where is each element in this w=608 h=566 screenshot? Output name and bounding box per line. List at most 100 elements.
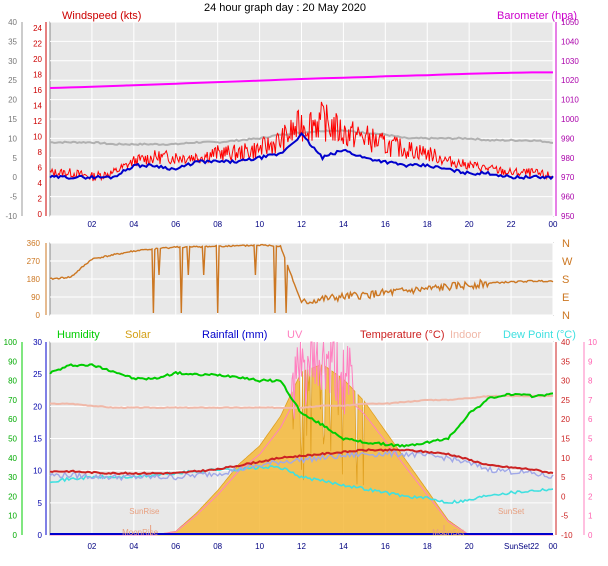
panel3-temp-tick-label: -5 (561, 512, 569, 521)
panel3-humidity-tick-label: 100 (4, 338, 18, 347)
panel1-red-tick-label: 0 (38, 210, 43, 219)
panel3-rain-ticks: 0 5 10 15 20 25 30 (33, 338, 42, 540)
panel1-left-tick-label: -10 (5, 212, 17, 221)
panel3-legend-item: Temperature (°C) (360, 329, 444, 341)
panel3-humidity-tick-label: 80 (8, 377, 17, 386)
panel3-x-ticks: 02 04 06 08 10 12 14 16 18 20 00 (87, 542, 558, 551)
panel3-legend: Humidity Solar Rainfall (mm) UV Temperature … (57, 329, 576, 341)
panel2-left-tick-label: 90 (31, 293, 40, 302)
page-title: 24 hour graph day : 20 May 2020 (204, 2, 366, 14)
panel1-left-tick-label: 15 (8, 115, 17, 124)
panel1-red-tick-label: 24 (33, 24, 42, 33)
panel1-x-tick-label: 14 (339, 220, 348, 229)
panel3-humidity-tick-label: 30 (8, 473, 17, 482)
panel3-rain-tick-label: 0 (38, 531, 43, 540)
panel3-temp-tick-label: 30 (561, 377, 570, 386)
panel3-rain-tick-label: 15 (33, 435, 42, 444)
panel3-uv-tick-label: 1 (588, 512, 593, 521)
panel3-temp-tick-label: 20 (561, 415, 570, 424)
panel3-x-tick-label: 18 (423, 542, 432, 551)
panel3-uv-ticks: 0 1 2 3 4 5 6 7 8 9 10 (588, 338, 597, 540)
panel3-temp-ticks: -10 -5 0 5 10 15 20 25 30 35 40 (561, 338, 573, 540)
panel3-legend-item: Dew Point (°C) (503, 329, 576, 341)
panel1-right-tick-label: 990 (561, 134, 575, 143)
panel2-series (49, 243, 554, 314)
panel3-humidity-tick-label: 70 (8, 396, 17, 405)
panel1-red-tick-label: 2 (38, 195, 43, 204)
panel3-temp-tick-label: 10 (561, 454, 570, 463)
panel1-left-tick-label: 0 (13, 173, 18, 182)
panel3-x-tick-label: 20 (465, 542, 474, 551)
panel1-red-tick-label: 16 (33, 86, 42, 95)
wind-direction-line (49, 243, 554, 314)
panel1-right-tick-label: 1000 (561, 115, 579, 124)
panel2-compass-label: S (562, 274, 569, 286)
panel1-red-tick-label: 6 (38, 164, 43, 173)
panel3-rain-tick-label: 25 (33, 370, 42, 379)
panel3-humidity-tick-label: 0 (13, 531, 18, 540)
panel3-x-tick-label: 10 (255, 542, 264, 551)
panel3-x-tick-label: 16 (381, 542, 390, 551)
panel1-red-tick-label: 20 (33, 55, 42, 64)
panel3-x-tick-label: 00 (549, 542, 558, 551)
panel3-legend-item: Rainfall (mm) (202, 329, 267, 341)
panel1-left-tick-label: 30 (8, 57, 17, 66)
panel1-x-tick-label: 06 (171, 220, 180, 229)
panel1-x-tick-label: 22 (507, 220, 516, 229)
panel1-x-ticks: 02 04 06 08 10 12 14 16 18 20 22 00 (87, 220, 558, 229)
panel1-x-tick-label: 18 (423, 220, 432, 229)
panel3-legend-item: UV (287, 329, 303, 341)
panel3-x-tick-label: 06 (171, 542, 180, 551)
panel3-x-tick-label: 08 (213, 542, 222, 551)
panel1-x-tick-label: 10 (255, 220, 264, 229)
panel2-left-ticks: 0 90 180 270 360 (27, 239, 41, 320)
panel3-legend-item: Humidity (57, 329, 100, 341)
panel1-left-tick-label: 40 (8, 18, 17, 27)
panel1-left-tick-label: 35 (8, 37, 17, 46)
panel1-left-tick-label: -5 (10, 193, 18, 202)
panel1-series (49, 71, 554, 182)
humidity-line (49, 363, 554, 448)
panel2-left-tick-label: 360 (27, 239, 41, 248)
panel2-left-tick-label: 0 (36, 311, 41, 320)
panel1-right-tick-label: 1010 (561, 96, 579, 105)
panel2-compass-label: E (562, 292, 569, 304)
windspeed-gust-line (49, 101, 554, 182)
panel3-temp-tick-label: 40 (561, 338, 570, 347)
panel3-uv-tick-label: 4 (588, 454, 593, 463)
panel3-uv-tick-label: 6 (588, 415, 593, 424)
panel3-legend-item: Solar (125, 329, 151, 341)
panel3-temp-tick-label: 5 (561, 473, 566, 482)
panel1-x-tick-label: 00 (549, 220, 558, 229)
panel2-left-tick-label: 270 (27, 257, 41, 266)
panel1-red-tick-label: 10 (33, 133, 42, 142)
panel1-left-ticks: -10 -5 0 5 10 15 20 25 30 35 40 (5, 18, 17, 221)
panel2-left-tick-label: 180 (27, 275, 41, 284)
panel1-right-tick-label: 950 (561, 212, 575, 221)
barometer-axis-label: Barometer (hpa) (497, 10, 577, 22)
panel3-uv-tick-label: 5 (588, 435, 593, 444)
panel1-right-tick-label: 960 (561, 193, 575, 202)
panel3-humidity-ticks: 0 10 20 30 40 50 60 70 80 90 100 (4, 338, 18, 540)
panel3-annotation: SunRise (129, 507, 160, 516)
panel3-uv-tick-label: 3 (588, 473, 593, 482)
panel2-grid (50, 242, 554, 316)
windspeed-axis-label: Windspeed (kts) (62, 10, 141, 22)
panel2-compass-label: W (562, 256, 573, 268)
panel1-right-tick-label: 1050 (561, 18, 579, 27)
panel3-humidity-tick-label: 90 (8, 357, 17, 366)
panel3-x-tick-label: 12 (297, 542, 306, 551)
panel3-uv-tick-label: 8 (588, 377, 593, 386)
panel3-temp-tick-label: 25 (561, 396, 570, 405)
panel1-red-tick-label: 18 (33, 71, 42, 80)
panel3-uv-tick-label: 2 (588, 492, 593, 501)
panel1-x-tick-label: 20 (465, 220, 474, 229)
panel3-rain-tick-label: 20 (33, 402, 42, 411)
temperature-line (49, 448, 554, 476)
panel1-left-tick-label: 20 (8, 96, 17, 105)
feels-like-line (49, 449, 554, 482)
panel3-uv-tick-label: 10 (588, 338, 597, 347)
